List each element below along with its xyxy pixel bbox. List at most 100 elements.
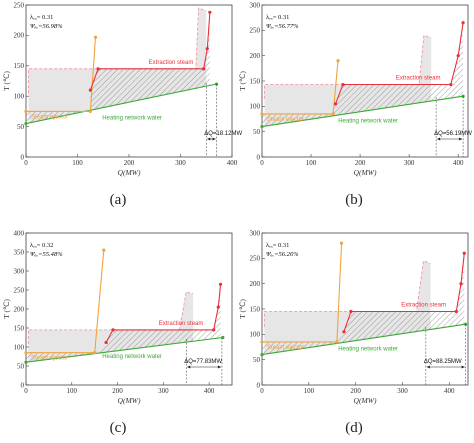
extraction-point (104, 340, 108, 345)
dq-arrowhead-left (437, 137, 441, 141)
label-heating-water: Heating network water (338, 119, 398, 125)
ejector-point (93, 35, 98, 39)
x-axis-label: Q(MW) (118, 168, 141, 177)
y-tick-label: 400 (14, 229, 25, 237)
x-axis-label: Q(MW) (118, 396, 141, 405)
y-tick-label: 350 (14, 248, 25, 256)
dq-arrowhead-left (426, 365, 430, 369)
y-tick-label: 200 (250, 52, 261, 60)
extraction-point (341, 82, 345, 87)
y-tick-label: 250 (14, 286, 25, 294)
param-lambda: λₑₓ= 0.31 (266, 242, 289, 249)
y-tick-label: 250 (14, 1, 25, 9)
y-tick-label: 150 (14, 324, 25, 332)
ejector-point (336, 59, 340, 63)
ejector-point (93, 351, 97, 355)
chart-panel-b: 0 100 200 300 400 0 50 100 150 200 250 300 Q(MW) T (℃… (238, 1, 472, 208)
ejector-point (335, 340, 339, 344)
series-line-heating-water (261, 323, 466, 356)
x-tick-label: 200 (350, 387, 361, 395)
x-axis-label: Q(MW) (354, 396, 377, 405)
y-tick-label: 50 (17, 123, 25, 131)
ejector-point (24, 109, 28, 113)
label-extraction-steam: Extraction steam (159, 321, 204, 327)
hatched-region (262, 22, 464, 127)
extraction-point (459, 282, 463, 286)
dq-arrowhead-right (461, 365, 465, 369)
x-tick-label: 200 (112, 387, 123, 395)
x-tick-label: 0 (260, 159, 264, 167)
y-tick-label: 0 (21, 153, 25, 161)
extraction-point (449, 82, 453, 87)
y-tick-label: 250 (250, 27, 261, 35)
label-steam-ejector: Steam ejector (267, 345, 304, 351)
chart-panel-c: 0 100 200 300 400 0 50 100 150 200 250 300 350 400 Q(M… (2, 229, 233, 436)
y-tick-label: 100 (250, 103, 261, 111)
y-axis-label: T (℃) (238, 299, 247, 319)
x-tick-label: 300 (404, 159, 415, 167)
x-tick-label: 100 (72, 159, 83, 167)
x-tick-label: 100 (67, 387, 78, 395)
y-tick-label: 300 (250, 1, 261, 9)
label-steam-ejector: Steam ejector (31, 356, 68, 362)
x-tick-label: 200 (124, 159, 135, 167)
extraction-point (88, 88, 92, 92)
label-steam-ejector: Steam ejector (267, 117, 304, 123)
extraction-point (96, 67, 100, 71)
x-tick-label: 100 (304, 387, 315, 395)
dq-arrowhead-left (207, 137, 211, 141)
y-tick-label: 100 (14, 93, 25, 101)
water-point (260, 125, 264, 129)
x-tick-label: 200 (355, 159, 366, 167)
extraction-point (111, 328, 115, 332)
hatched-region (26, 12, 210, 124)
y-axis-label: T (℃) (238, 71, 247, 91)
label-extraction-steam: Extraction steam (401, 303, 446, 309)
label-heating-water: Heating network water (338, 347, 398, 353)
param-lambda: λₑₓ= 0.31 (266, 14, 289, 21)
hatched-region (262, 253, 465, 355)
y-tick-label: 0 (257, 153, 261, 161)
y-tick-label: 50 (17, 362, 25, 370)
y-tick-label: 200 (14, 32, 25, 40)
x-tick-label: 0 (260, 387, 264, 395)
label-heating-water: Heating network water (102, 354, 162, 360)
water-point (24, 121, 28, 126)
ejector-point (88, 109, 92, 113)
param-psi: Ψₑₓ=56.98% (30, 23, 63, 30)
y-tick-label: 50 (253, 356, 261, 364)
x-axis-label: Q(MW) (354, 168, 377, 177)
label-extraction-steam: Extraction steam (149, 60, 194, 66)
y-axis-label: T (℃) (2, 299, 11, 319)
y-tick-label: 200 (250, 280, 261, 288)
y-tick-label: 50 (253, 128, 261, 136)
y-tick-label: 0 (257, 381, 261, 389)
series-line-heating-water (261, 95, 464, 128)
param-psi: Ψₑₓ=56.77% (266, 23, 299, 30)
x-tick-label: 300 (158, 387, 169, 395)
param-psi: Ψₑₓ=56.26% (266, 251, 299, 258)
chart-panel-a: 0 100 200 300 400 0 50 100 150 200 250 Q(MW) T (℃) Ex… (2, 1, 242, 208)
extraction-point (461, 21, 465, 25)
panel-caption: (b) (345, 192, 363, 208)
y-tick-label: 0 (21, 381, 25, 389)
label-heating-water: Heating network water (102, 116, 162, 122)
extraction-point (454, 309, 458, 314)
label-delta-q: ΔQ=56.19MW (434, 131, 472, 137)
hatched-region (26, 284, 221, 363)
x-tick-label: 400 (204, 387, 215, 395)
dq-arrowhead-right (217, 365, 221, 369)
panel-caption: (c) (110, 420, 127, 436)
y-tick-label: 100 (14, 343, 25, 351)
series-line-heating-water (25, 83, 217, 125)
extraction-point (349, 309, 353, 314)
extraction-point (216, 305, 220, 309)
y-tick-label: 300 (14, 267, 25, 275)
dq-arrowhead-left (187, 365, 191, 369)
y-axis-label: T (℃) (2, 71, 11, 91)
dashed-envelope-line (264, 34, 432, 99)
x-tick-label: 100 (306, 159, 317, 167)
y-tick-label: 150 (250, 305, 261, 313)
ejector-point (24, 351, 28, 355)
